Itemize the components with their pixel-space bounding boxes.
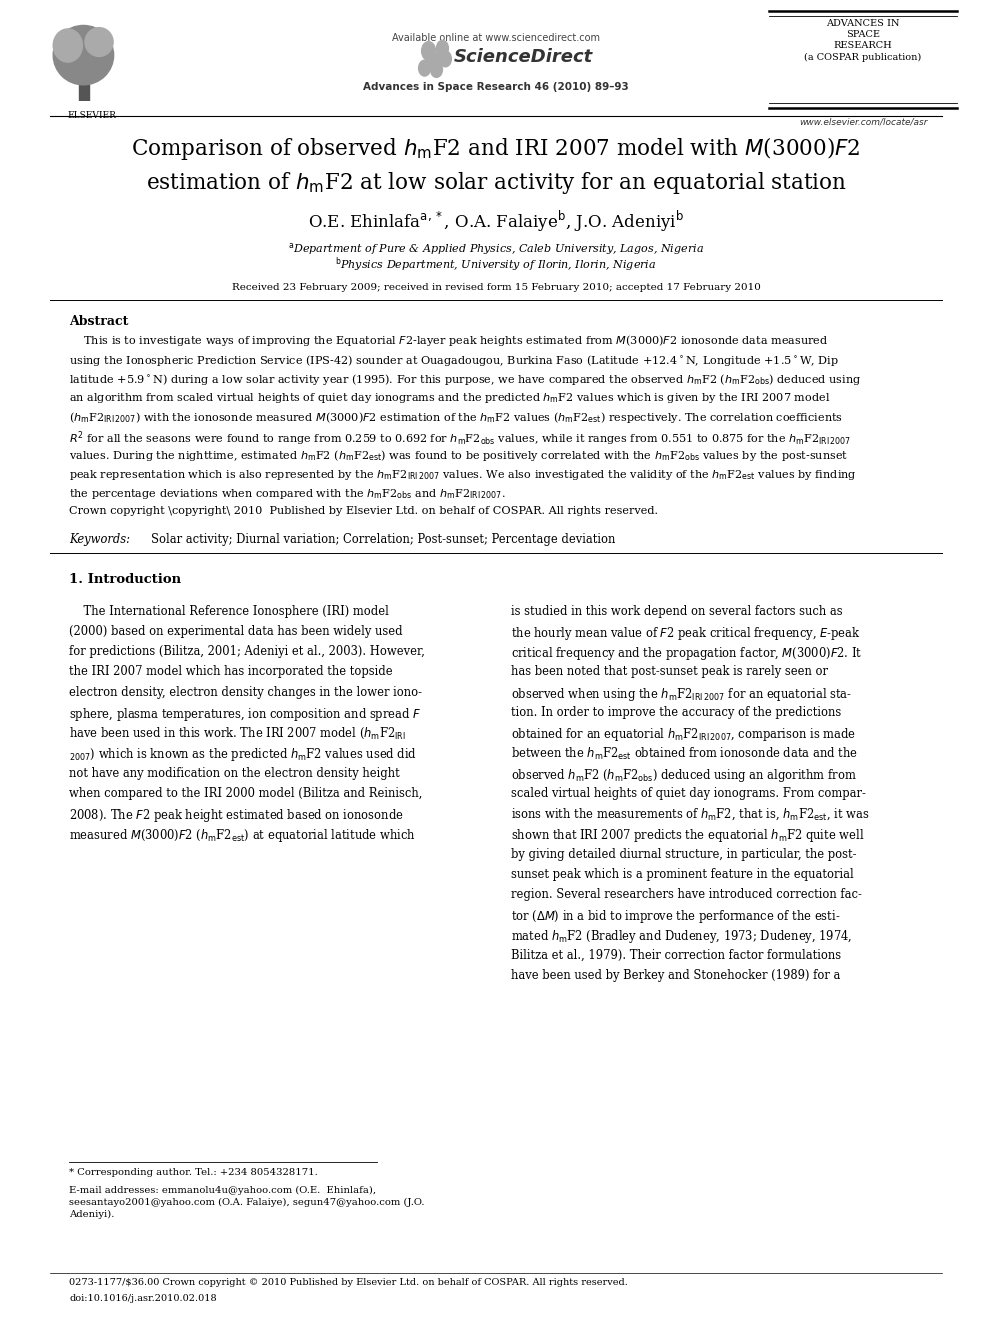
Text: have been used by Berkey and Stonehocker (1989) for a: have been used by Berkey and Stonehocker… — [511, 968, 840, 982]
Text: This is to investigate ways of improving the Equatorial $F$2-layer peak heights : This is to investigate ways of improving… — [69, 333, 829, 348]
Text: Crown copyright \copyright\ 2010  Published by Elsevier Ltd. on behalf of COSPAR: Crown copyright \copyright\ 2010 Publish… — [69, 507, 659, 516]
Text: $^{\mathrm{a}}$Department of Pure & Applied Physics, Caleb University, Lagos, Ni: $^{\mathrm{a}}$Department of Pure & Appl… — [288, 241, 704, 257]
Text: tor ($\Delta M$) in a bid to improve the performance of the esti-: tor ($\Delta M$) in a bid to improve the… — [511, 908, 840, 925]
Text: estimation of $h_\mathrm{m}$F2 at low solar activity for an equatorial station: estimation of $h_\mathrm{m}$F2 at low so… — [146, 169, 846, 196]
Circle shape — [431, 61, 442, 77]
Text: E-mail addresses: emmanolu4u@yahoo.com (O.E.  Ehinlafa),
seesantayo2001@yahoo.co: E-mail addresses: emmanolu4u@yahoo.com (… — [69, 1185, 425, 1220]
Text: mated $h_\mathrm{m}$F2 (Bradley and Dudeney, 1973; Dudeney, 1974,: mated $h_\mathrm{m}$F2 (Bradley and Dude… — [511, 929, 852, 946]
Circle shape — [422, 42, 435, 60]
Text: obtained for an equatorial $h_\mathrm{m}$F2$_\mathrm{IRI\,2007}$, comparison is : obtained for an equatorial $h_\mathrm{m}… — [511, 726, 856, 744]
Text: have been used in this work. The IRI 2007 model ($h_\mathrm{m}$F2$_\mathrm{IRI}$: have been used in this work. The IRI 200… — [69, 726, 407, 741]
Text: not have any modification on the electron density height: not have any modification on the electro… — [69, 766, 400, 779]
Ellipse shape — [54, 29, 82, 62]
Text: peak representation which is also represented by the $h_\mathrm{m}$F2$_\mathrm{I: peak representation which is also repres… — [69, 468, 857, 482]
Text: measured $M$(3000)$F$2 ($h_\mathrm{m}$F2$_\mathrm{est}$) at equatorial latitude : measured $M$(3000)$F$2 ($h_\mathrm{m}$F2… — [69, 827, 416, 844]
Text: Solar activity; Diurnal variation; Correlation; Post-sunset; Percentage deviatio: Solar activity; Diurnal variation; Corre… — [151, 533, 615, 546]
Text: between the $h_\mathrm{m}$F2$_\mathrm{est}$ obtained from ionosonde data and the: between the $h_\mathrm{m}$F2$_\mathrm{es… — [511, 746, 858, 762]
Circle shape — [419, 60, 431, 75]
Ellipse shape — [85, 28, 113, 57]
Text: has been noted that post-sunset peak is rarely seen or: has been noted that post-sunset peak is … — [511, 665, 828, 679]
Text: when compared to the IRI 2000 model (Bilitza and Reinisch,: when compared to the IRI 2000 model (Bil… — [69, 787, 423, 800]
Text: (2000) based on experimental data has been widely used: (2000) based on experimental data has be… — [69, 624, 403, 638]
Text: by giving detailed diurnal structure, in particular, the post-: by giving detailed diurnal structure, in… — [511, 848, 856, 860]
Text: region. Several researchers have introduced correction fac-: region. Several researchers have introdu… — [511, 888, 862, 901]
Text: is studied in this work depend on several factors such as: is studied in this work depend on severa… — [511, 605, 842, 618]
Text: ADVANCES IN
SPACE
RESEARCH
(a COSPAR publication): ADVANCES IN SPACE RESEARCH (a COSPAR pub… — [805, 19, 922, 62]
Text: ($h_\mathrm{m}$F2$_\mathrm{IRI\,2007}$) with the ionosonde measured $M$(3000)$F$: ($h_\mathrm{m}$F2$_\mathrm{IRI\,2007}$) … — [69, 410, 843, 425]
Circle shape — [426, 50, 439, 69]
Circle shape — [439, 50, 451, 66]
Text: sphere, plasma temperatures, ion composition and spread $F$: sphere, plasma temperatures, ion composi… — [69, 705, 422, 722]
Text: sunset peak which is a prominent feature in the equatorial: sunset peak which is a prominent feature… — [511, 868, 854, 881]
Text: shown that IRI 2007 predicts the equatorial $h_\mathrm{m}$F2 quite well: shown that IRI 2007 predicts the equator… — [511, 827, 864, 844]
Text: isons with the measurements of $h_\mathrm{m}$F2, that is, $h_\mathrm{m}$F2$_\mat: isons with the measurements of $h_\mathr… — [511, 807, 869, 823]
Text: ELSEVIER: ELSEVIER — [67, 111, 116, 120]
Text: www.elsevier.com/locate/asr: www.elsevier.com/locate/asr — [799, 118, 928, 127]
Text: observed $h_\mathrm{m}$F2 ($h_\mathrm{m}$F2$_\mathrm{obs}$) deduced using an alg: observed $h_\mathrm{m}$F2 ($h_\mathrm{m}… — [511, 766, 856, 783]
Text: Keywords:: Keywords: — [69, 533, 134, 546]
Text: Abstract: Abstract — [69, 315, 129, 328]
Text: $^{\mathrm{b}}$Physics Department, University of Ilorin, Ilorin, Nigeria: $^{\mathrm{b}}$Physics Department, Unive… — [335, 255, 657, 274]
Text: latitude +5.9$^\circ$N) during a low solar activity year (1995). For this purpos: latitude +5.9$^\circ$N) during a low sol… — [69, 372, 862, 386]
Text: tion. In order to improve the accuracy of the predictions: tion. In order to improve the accuracy o… — [511, 705, 841, 718]
Text: O.E. Ehinlafa$^{\mathrm{a,*}}$, O.A. Falaiye$^{\mathrm{b}}$, J.O. Adeniyi$^{\mat: O.E. Ehinlafa$^{\mathrm{a,*}}$, O.A. Fal… — [308, 208, 684, 234]
Circle shape — [436, 40, 448, 56]
Text: using the Ionospheric Prediction Service (IPS-42) sounder at Ouagadougou, Burkin: using the Ionospheric Prediction Service… — [69, 352, 839, 368]
Text: Bilitza et al., 1979). Their correction factor formulations: Bilitza et al., 1979). Their correction … — [511, 949, 841, 962]
Text: Comparison of observed $h_\mathrm{m}$F2 and IRI 2007 model with $M$(3000)$F$2: Comparison of observed $h_\mathrm{m}$F2 … — [131, 135, 861, 161]
Text: an algorithm from scaled virtual heights of quiet day ionograms and the predicte: an algorithm from scaled virtual heights… — [69, 392, 830, 405]
Text: * Corresponding author. Tel.: +234 8054328171.: * Corresponding author. Tel.: +234 80543… — [69, 1168, 318, 1177]
Text: Received 23 February 2009; received in revised form 15 February 2010; accepted 1: Received 23 February 2009; received in r… — [231, 283, 761, 291]
Text: electron density, electron density changes in the lower iono-: electron density, electron density chang… — [69, 685, 423, 699]
Text: values. During the nighttime, estimated $h_\mathrm{m}$F2 ($h_\mathrm{m}$F2$_\mat: values. During the nighttime, estimated … — [69, 448, 849, 463]
Text: the IRI 2007 model which has incorporated the topside: the IRI 2007 model which has incorporate… — [69, 665, 393, 679]
Ellipse shape — [54, 25, 114, 85]
Text: $_{2007}$) which is known as the predicted $h_\mathrm{m}$F2 values used did: $_{2007}$) which is known as the predict… — [69, 746, 418, 763]
Text: doi:10.1016/j.asr.2010.02.018: doi:10.1016/j.asr.2010.02.018 — [69, 1294, 217, 1303]
Text: critical frequency and the propagation factor, $M$(3000)$F$2. It: critical frequency and the propagation f… — [511, 646, 862, 662]
Text: observed when using the $h_\mathrm{m}$F2$_\mathrm{IRI\,2007}$ for an equatorial : observed when using the $h_\mathrm{m}$F2… — [511, 685, 852, 703]
Text: ScienceDirect: ScienceDirect — [453, 48, 592, 66]
Bar — [79, 73, 88, 101]
Text: 0273-1177/$36.00 Crown copyright © 2010 Published by Elsevier Ltd. on behalf of : 0273-1177/$36.00 Crown copyright © 2010 … — [69, 1278, 628, 1287]
Text: 2008). The $F$2 peak height estimated based on ionosonde: 2008). The $F$2 peak height estimated ba… — [69, 807, 404, 824]
Text: 1. Introduction: 1. Introduction — [69, 573, 182, 586]
Text: The International Reference Ionosphere (IRI) model: The International Reference Ionosphere (… — [69, 605, 389, 618]
Text: $R^2$ for all the seasons were found to range from 0.259 to 0.692 for $h_\mathrm: $R^2$ for all the seasons were found to … — [69, 429, 852, 448]
Text: Advances in Space Research 46 (2010) 89–93: Advances in Space Research 46 (2010) 89–… — [363, 82, 629, 93]
Text: scaled virtual heights of quiet day ionograms. From compar-: scaled virtual heights of quiet day iono… — [511, 787, 866, 800]
Text: Available online at www.sciencedirect.com: Available online at www.sciencedirect.co… — [392, 33, 600, 44]
Text: for predictions (Bilitza, 2001; Adeniyi et al., 2003). However,: for predictions (Bilitza, 2001; Adeniyi … — [69, 646, 426, 658]
Text: the percentage deviations when compared with the $h_\mathrm{m}$F2$_\mathrm{obs}$: the percentage deviations when compared … — [69, 487, 506, 501]
Text: the hourly mean value of $F$2 peak critical frequency, $E$-peak: the hourly mean value of $F$2 peak criti… — [511, 624, 861, 642]
